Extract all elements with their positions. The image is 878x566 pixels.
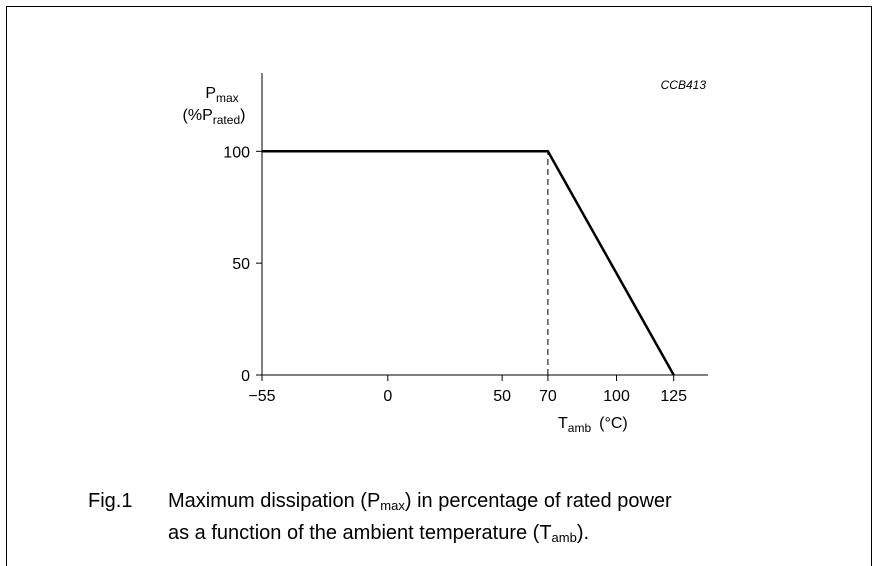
x-tick-label: 0: [383, 388, 392, 405]
x-tick-label: 125: [660, 388, 687, 405]
y-axis-label: Pmax: [205, 85, 238, 105]
x-tick-label: −55: [248, 388, 275, 405]
x-tick-label: 100: [603, 388, 630, 405]
axes: [262, 73, 708, 375]
caption-line-2: as a function of the ambient temperature…: [168, 517, 672, 549]
y-tick-label: 0: [241, 368, 250, 385]
figure-code: CCB413: [661, 78, 707, 92]
series-lines: [262, 151, 674, 375]
y-tick-label: 100: [223, 144, 250, 161]
y-axis-unit: (%Prated): [183, 107, 246, 127]
caption-number: Fig.1: [88, 485, 148, 517]
y-ticks: 0 50 100: [223, 144, 262, 385]
y-tick-label: 50: [232, 256, 250, 273]
x-tick-label: 50: [493, 388, 511, 405]
x-tick-label: 70: [539, 388, 557, 405]
caption-text: Maximum dissipation (Pmax) in percentage…: [168, 485, 672, 549]
x-ticks: −55 0 50 70 100 125: [248, 375, 687, 405]
series-line: [262, 151, 674, 375]
x-axis-label: Tamb(°C): [558, 415, 628, 435]
derating-chart: −55 0 50 70 100 125 0 50 100 CCB413 Pmax (%Prat…: [0, 0, 878, 480]
caption-line-1: Maximum dissipation (Pmax) in percentage…: [168, 485, 672, 517]
